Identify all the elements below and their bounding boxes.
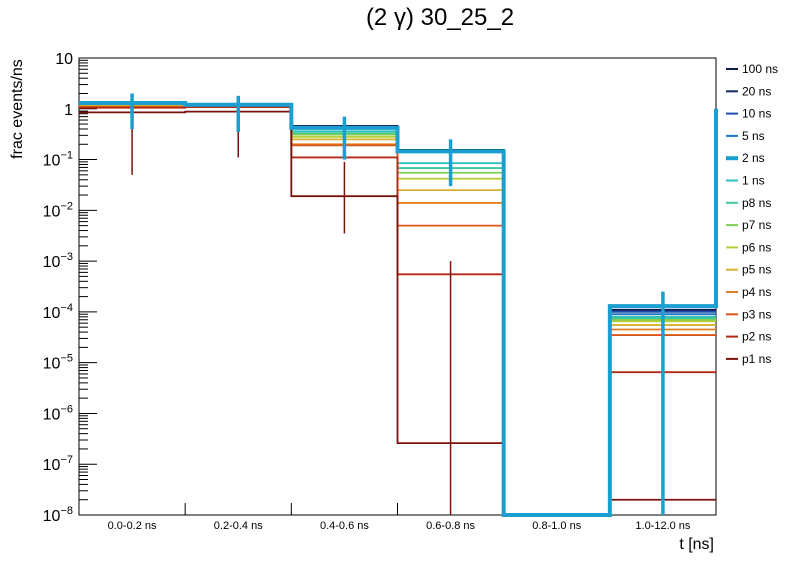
legend-label: 100 ns bbox=[742, 62, 778, 76]
x-axis-label: t [ns] bbox=[679, 536, 714, 553]
legend-label: 20 ns bbox=[742, 84, 771, 98]
series-line bbox=[79, 100, 718, 517]
legend-label: 1 ns bbox=[742, 174, 765, 188]
legend-label: 10 ns bbox=[742, 107, 771, 121]
legend-label: p3 ns bbox=[742, 307, 771, 321]
chart-title: (2 γ) 30_25_2 bbox=[365, 4, 515, 31]
x-tick-label: 0.6-0.8 ns bbox=[426, 520, 475, 532]
y-tick-label: 10−6 bbox=[43, 403, 73, 423]
y-tick-label: 10−7 bbox=[43, 454, 73, 474]
legend-label: p7 ns bbox=[742, 218, 771, 232]
legend-label: p5 ns bbox=[742, 263, 771, 277]
y-tick-label: 10 bbox=[55, 51, 73, 68]
x-tick-label: 0.4-0.6 ns bbox=[320, 520, 369, 532]
legend-label: p1 ns bbox=[742, 352, 771, 366]
y-tick-label: 1 bbox=[64, 102, 73, 119]
y-tick-label: 10−5 bbox=[43, 353, 73, 373]
x-tick-label: 1.0-12.0 ns bbox=[635, 520, 691, 532]
y-tick-label: 10−8 bbox=[43, 505, 73, 525]
y-tick-label: 10−1 bbox=[43, 150, 73, 170]
legend-label: p6 ns bbox=[742, 240, 771, 254]
legend-label: 2 ns bbox=[742, 151, 765, 165]
legend-label: p2 ns bbox=[742, 330, 771, 344]
legend-label: p4 ns bbox=[742, 285, 771, 299]
legend-label: 5 ns bbox=[742, 129, 765, 143]
x-tick-label: 0.0-0.2 ns bbox=[108, 520, 157, 532]
y-tick-label: 10−2 bbox=[43, 200, 73, 220]
x-tick-label: 0.8-1.0 ns bbox=[532, 520, 581, 532]
y-tick-label: 10−3 bbox=[43, 251, 73, 271]
legend-label: p8 ns bbox=[742, 196, 771, 210]
y-tick-label: 10−4 bbox=[43, 302, 73, 322]
x-tick-label: 0.2-0.4 ns bbox=[214, 520, 263, 532]
